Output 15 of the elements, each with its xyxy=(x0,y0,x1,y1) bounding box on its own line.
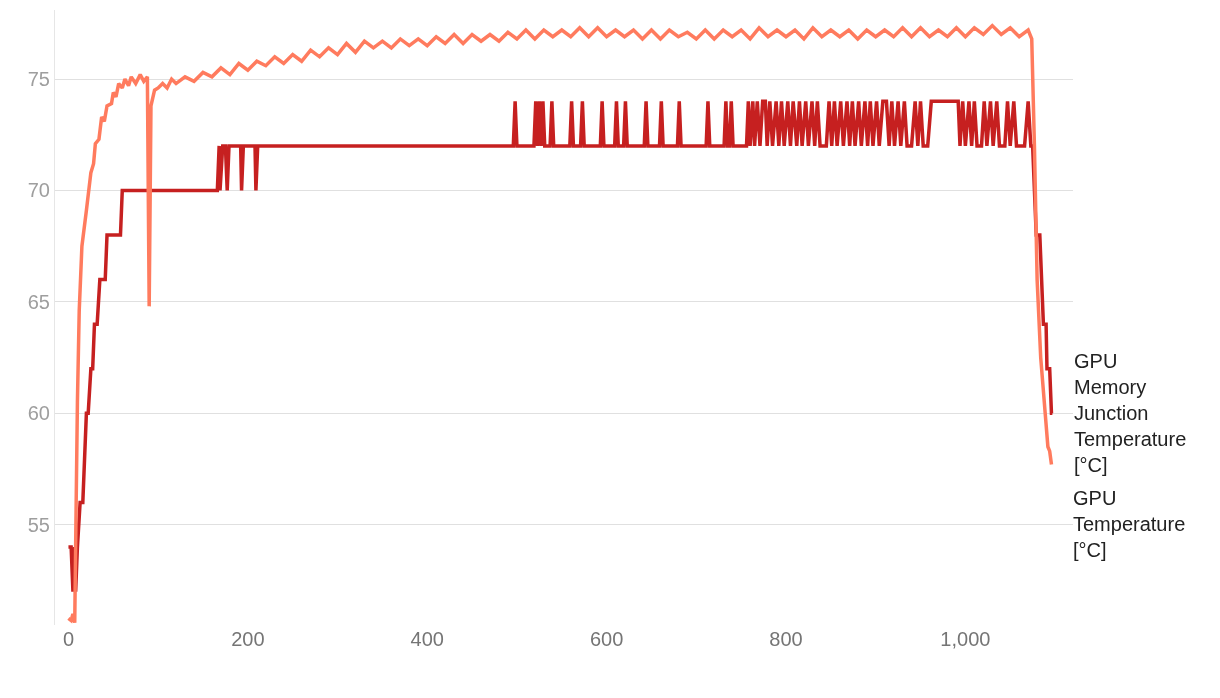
x-tick-label: 400 xyxy=(410,628,444,650)
y-tick-label: 60 xyxy=(27,402,50,425)
line-series xyxy=(66,99,1055,594)
y-tick-label: 65 xyxy=(27,290,50,313)
y-tick-label: 75 xyxy=(27,68,50,91)
x-tick-label: 200 xyxy=(231,628,265,650)
y-tick-label: 55 xyxy=(27,513,50,536)
y-tick-label: 70 xyxy=(27,179,50,202)
x-tick-label: 800 xyxy=(769,628,803,650)
x-tick-label: 1,000 xyxy=(940,628,991,650)
line-series xyxy=(66,23,1054,625)
x-tick-label: 600 xyxy=(589,628,624,650)
series-label: GPU Memory Junction Temperature [°C] xyxy=(1074,350,1187,476)
series-label: GPU Temperature [°C] xyxy=(1073,487,1186,561)
x-tick-label: 0 xyxy=(62,628,75,650)
